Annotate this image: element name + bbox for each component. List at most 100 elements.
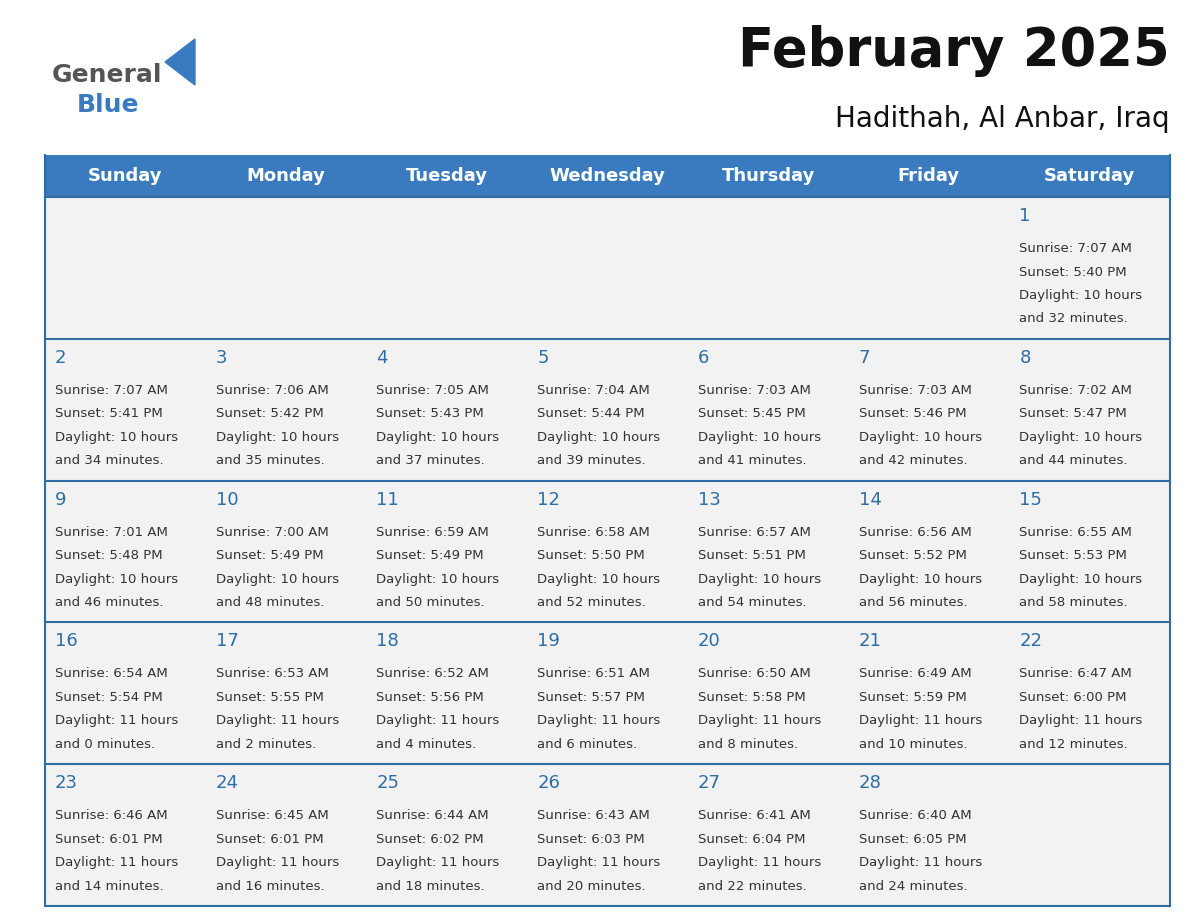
Text: 11: 11 (377, 490, 399, 509)
Text: Daylight: 10 hours: Daylight: 10 hours (55, 573, 178, 586)
Text: 2: 2 (55, 349, 67, 367)
Text: and 10 minutes.: and 10 minutes. (859, 738, 967, 751)
Text: Sunrise: 6:53 AM: Sunrise: 6:53 AM (216, 667, 329, 680)
Bar (45, 339, 1170, 481)
Text: Daylight: 10 hours: Daylight: 10 hours (55, 431, 178, 443)
Text: Sunrise: 7:03 AM: Sunrise: 7:03 AM (859, 384, 972, 397)
Text: Daylight: 11 hours: Daylight: 11 hours (859, 856, 981, 869)
Text: 19: 19 (537, 633, 560, 650)
Text: Sunset: 5:45 PM: Sunset: 5:45 PM (697, 408, 805, 420)
Text: Sunrise: 6:49 AM: Sunrise: 6:49 AM (859, 667, 972, 680)
Text: 4: 4 (377, 349, 388, 367)
Text: Daylight: 10 hours: Daylight: 10 hours (697, 573, 821, 586)
Text: Daylight: 11 hours: Daylight: 11 hours (216, 856, 339, 869)
Text: Daylight: 11 hours: Daylight: 11 hours (697, 856, 821, 869)
Text: Sunrise: 6:54 AM: Sunrise: 6:54 AM (55, 667, 168, 680)
Text: Daylight: 11 hours: Daylight: 11 hours (55, 856, 178, 869)
Text: Daylight: 10 hours: Daylight: 10 hours (377, 431, 499, 443)
Text: Daylight: 10 hours: Daylight: 10 hours (697, 431, 821, 443)
Text: Sunset: 6:05 PM: Sunset: 6:05 PM (859, 833, 966, 845)
Bar (45, 622, 1170, 764)
Text: Tuesday: Tuesday (406, 167, 488, 185)
Text: Sunset: 5:52 PM: Sunset: 5:52 PM (859, 549, 967, 562)
Text: 16: 16 (55, 633, 77, 650)
Text: Daylight: 10 hours: Daylight: 10 hours (537, 431, 661, 443)
Text: and 16 minutes.: and 16 minutes. (216, 879, 324, 892)
Text: and 18 minutes.: and 18 minutes. (377, 879, 485, 892)
Text: 6: 6 (697, 349, 709, 367)
Text: and 32 minutes.: and 32 minutes. (1019, 312, 1129, 326)
Text: Wednesday: Wednesday (550, 167, 665, 185)
Text: and 58 minutes.: and 58 minutes. (1019, 596, 1127, 610)
Text: and 22 minutes.: and 22 minutes. (697, 879, 807, 892)
Text: Sunrise: 6:52 AM: Sunrise: 6:52 AM (377, 667, 489, 680)
Text: Sunrise: 6:40 AM: Sunrise: 6:40 AM (859, 809, 972, 823)
Text: Sunrise: 6:59 AM: Sunrise: 6:59 AM (377, 526, 489, 539)
Text: Sunday: Sunday (88, 167, 163, 185)
Text: 21: 21 (859, 633, 881, 650)
Text: 25: 25 (377, 774, 399, 792)
Text: Sunset: 5:42 PM: Sunset: 5:42 PM (216, 408, 323, 420)
Text: 14: 14 (859, 490, 881, 509)
Text: 23: 23 (55, 774, 78, 792)
Text: Sunset: 5:55 PM: Sunset: 5:55 PM (216, 691, 323, 704)
Text: and 2 minutes.: and 2 minutes. (216, 738, 316, 751)
Text: Sunrise: 6:58 AM: Sunrise: 6:58 AM (537, 526, 650, 539)
Text: Daylight: 11 hours: Daylight: 11 hours (537, 856, 661, 869)
Text: and 12 minutes.: and 12 minutes. (1019, 738, 1129, 751)
Text: Sunrise: 6:55 AM: Sunrise: 6:55 AM (1019, 526, 1132, 539)
Text: 20: 20 (697, 633, 721, 650)
Text: Daylight: 10 hours: Daylight: 10 hours (377, 573, 499, 586)
Text: Daylight: 10 hours: Daylight: 10 hours (216, 431, 339, 443)
Text: 8: 8 (1019, 349, 1031, 367)
Text: and 4 minutes.: and 4 minutes. (377, 738, 476, 751)
Text: Sunset: 5:54 PM: Sunset: 5:54 PM (55, 691, 163, 704)
Text: Thursday: Thursday (721, 167, 815, 185)
Text: 28: 28 (859, 774, 881, 792)
Text: Sunrise: 6:50 AM: Sunrise: 6:50 AM (697, 667, 810, 680)
Text: Blue: Blue (77, 93, 139, 117)
Text: Sunset: 5:49 PM: Sunset: 5:49 PM (377, 549, 484, 562)
Text: Sunset: 5:47 PM: Sunset: 5:47 PM (1019, 408, 1127, 420)
Text: Sunset: 6:04 PM: Sunset: 6:04 PM (697, 833, 805, 845)
Text: Sunrise: 6:41 AM: Sunrise: 6:41 AM (697, 809, 810, 823)
Text: Sunset: 5:41 PM: Sunset: 5:41 PM (55, 408, 163, 420)
Text: Sunrise: 7:02 AM: Sunrise: 7:02 AM (1019, 384, 1132, 397)
Text: Sunrise: 7:04 AM: Sunrise: 7:04 AM (537, 384, 650, 397)
Text: 1: 1 (1019, 207, 1031, 225)
Text: 18: 18 (377, 633, 399, 650)
Text: Sunrise: 6:46 AM: Sunrise: 6:46 AM (55, 809, 168, 823)
Text: 10: 10 (216, 490, 239, 509)
Text: and 24 minutes.: and 24 minutes. (859, 879, 967, 892)
Bar (45, 197, 1170, 339)
Text: and 42 minutes.: and 42 minutes. (859, 454, 967, 467)
Text: Sunrise: 7:03 AM: Sunrise: 7:03 AM (697, 384, 810, 397)
Text: Sunset: 6:00 PM: Sunset: 6:00 PM (1019, 691, 1126, 704)
Text: Sunrise: 6:51 AM: Sunrise: 6:51 AM (537, 667, 650, 680)
Text: 15: 15 (1019, 490, 1042, 509)
Text: Daylight: 11 hours: Daylight: 11 hours (377, 856, 500, 869)
Text: Daylight: 10 hours: Daylight: 10 hours (859, 573, 981, 586)
Text: Sunset: 5:50 PM: Sunset: 5:50 PM (537, 549, 645, 562)
Text: 3: 3 (216, 349, 227, 367)
Text: Daylight: 11 hours: Daylight: 11 hours (537, 714, 661, 727)
Text: Daylight: 10 hours: Daylight: 10 hours (1019, 431, 1143, 443)
Text: Sunset: 5:48 PM: Sunset: 5:48 PM (55, 549, 163, 562)
Text: Sunrise: 6:57 AM: Sunrise: 6:57 AM (697, 526, 810, 539)
Text: Sunset: 5:51 PM: Sunset: 5:51 PM (697, 549, 805, 562)
Text: and 0 minutes.: and 0 minutes. (55, 738, 156, 751)
Text: 12: 12 (537, 490, 560, 509)
Text: Sunset: 5:49 PM: Sunset: 5:49 PM (216, 549, 323, 562)
Text: Sunrise: 7:06 AM: Sunrise: 7:06 AM (216, 384, 328, 397)
Text: and 56 minutes.: and 56 minutes. (859, 596, 967, 610)
Text: and 46 minutes.: and 46 minutes. (55, 596, 164, 610)
Text: Sunset: 5:56 PM: Sunset: 5:56 PM (377, 691, 485, 704)
Polygon shape (165, 39, 195, 85)
Text: Daylight: 11 hours: Daylight: 11 hours (1019, 714, 1143, 727)
Text: Daylight: 10 hours: Daylight: 10 hours (216, 573, 339, 586)
Text: Sunset: 6:01 PM: Sunset: 6:01 PM (55, 833, 163, 845)
Text: Daylight: 11 hours: Daylight: 11 hours (55, 714, 178, 727)
Text: 22: 22 (1019, 633, 1042, 650)
Text: 24: 24 (216, 774, 239, 792)
Text: Sunset: 5:57 PM: Sunset: 5:57 PM (537, 691, 645, 704)
